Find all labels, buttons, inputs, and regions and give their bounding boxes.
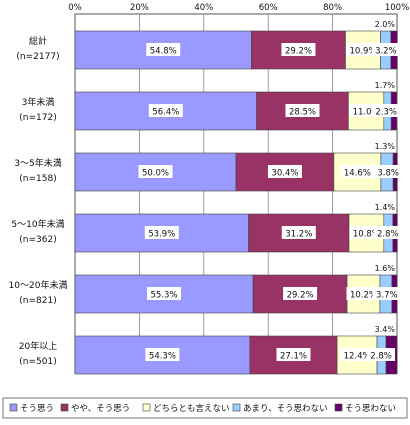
data-label-bg	[144, 226, 179, 239]
data-label-bg	[367, 348, 396, 361]
legend-swatch	[60, 403, 69, 412]
data-label: 3.7%	[376, 291, 398, 301]
category-label: 10〜20年未満	[9, 279, 68, 291]
bars-layer	[74, 30, 398, 375]
legend-swatch	[334, 403, 343, 412]
data-label: 14.6%	[344, 169, 371, 179]
data-label: 29.2%	[287, 291, 314, 301]
legend-label: どちらとも言えない	[153, 403, 230, 414]
data-label: 2.0%	[375, 20, 396, 29]
category-label: 5〜10年未満	[11, 218, 64, 230]
data-label: 12.4%	[344, 352, 371, 362]
x-tick-label: 60%	[259, 3, 278, 13]
data-label-bg	[346, 287, 381, 300]
data-label: 1.3%	[375, 142, 396, 151]
data-label: 10.2%	[350, 291, 377, 301]
category-n: (n=158)	[19, 174, 56, 184]
data-label-bg	[138, 165, 173, 178]
x-tick-label: 100%	[385, 3, 409, 13]
data-label: 2.8%	[370, 352, 392, 362]
category-label: 3〜5年未満	[14, 157, 61, 169]
data-label-bg	[146, 43, 181, 56]
bar-segment	[235, 152, 335, 192]
data-label-bg	[276, 348, 311, 361]
legend-label: あまり、そう思わない	[243, 404, 328, 414]
legend-label: やや、そう思う	[71, 404, 130, 414]
legend-label: そう思う	[20, 404, 54, 414]
data-label-bg	[372, 287, 401, 300]
x-tick-label: 80%	[323, 3, 342, 13]
data-label: 28.5%	[289, 108, 316, 118]
data-label: 2.8%	[377, 230, 399, 240]
data-label-bg	[147, 287, 182, 300]
data-label: 1.4%	[375, 203, 396, 212]
data-label: 1.6%	[375, 264, 396, 273]
data-label: 29.2%	[285, 47, 312, 57]
data-label-bg	[285, 104, 320, 117]
category-label: 3年未満	[22, 96, 55, 108]
category-label: 20年以上	[19, 340, 57, 352]
data-label: 54.8%	[150, 47, 177, 57]
data-label: 55.3%	[151, 291, 178, 301]
category-label: 総計	[29, 35, 47, 47]
legend-swatch	[232, 403, 241, 412]
data-label: 1.7%	[375, 81, 396, 90]
legend-box	[2, 397, 408, 419]
data-label-bg	[373, 226, 402, 239]
data-label-bg	[267, 165, 302, 178]
data-label: 10.8%	[353, 230, 380, 240]
data-label: 30.4%	[271, 169, 298, 179]
x-tick-label: 0%	[68, 3, 82, 13]
legend: そう思う やや、そう思う どちらとも言えない あまり、そう思わない そう思わない	[2, 397, 408, 419]
legend-swatch	[142, 403, 151, 412]
data-label-bg	[371, 43, 400, 56]
category-n: (n=2177)	[16, 52, 59, 62]
data-label: 11.0%	[353, 108, 380, 118]
data-label-bg	[340, 165, 375, 178]
data-label-bg	[281, 226, 316, 239]
category-n: (n=172)	[19, 113, 56, 123]
data-label-bg	[281, 43, 316, 56]
labels-layer: 54.8% 29.2% 10.9%3.2%2.0%56.4% 28.5% 11.0%2.…	[138, 20, 403, 362]
data-label-bg	[374, 165, 403, 178]
legend-label: そう思わない	[345, 404, 396, 414]
data-label-bg	[148, 104, 183, 117]
x-tick-label: 20%	[130, 3, 149, 13]
data-label-bg	[372, 104, 401, 117]
data-label-bg	[340, 348, 375, 361]
category-n: (n=362)	[19, 235, 56, 245]
data-label: 56.4%	[152, 108, 179, 118]
data-label: 50.0%	[142, 169, 169, 179]
data-label: 2.3%	[375, 108, 397, 118]
legend-swatch	[9, 403, 18, 412]
data-label: 27.1%	[280, 352, 307, 362]
data-label: 3.8%	[377, 169, 399, 179]
category-n: (n=821)	[19, 296, 56, 306]
data-label-bg	[346, 43, 381, 56]
data-label: 54.3%	[149, 352, 176, 362]
data-label: 3.2%	[375, 47, 397, 57]
data-label: 31.2%	[285, 230, 312, 240]
data-label: 10.9%	[350, 47, 377, 57]
data-label-bg	[283, 287, 318, 300]
data-label-bg	[145, 348, 180, 361]
category-n: (n=501)	[19, 357, 56, 367]
data-label: 53.9%	[148, 230, 175, 240]
data-label: 3.4%	[375, 325, 396, 334]
x-tick-label: 40%	[194, 3, 213, 13]
